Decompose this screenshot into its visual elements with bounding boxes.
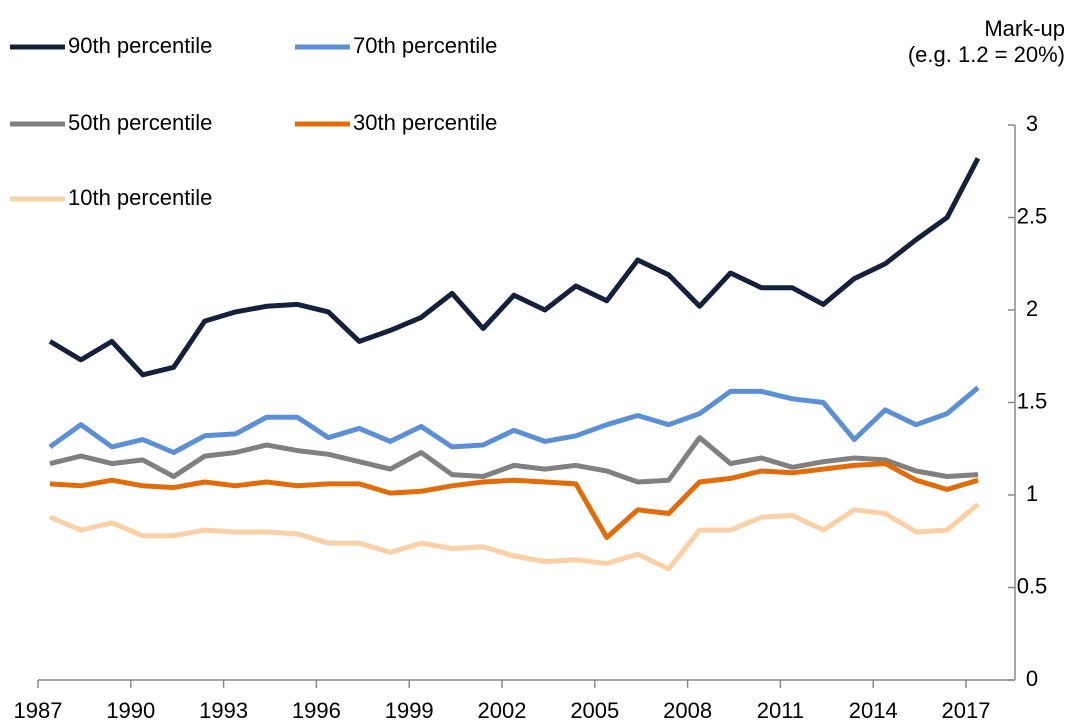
series-line xyxy=(49,435,979,485)
series-line xyxy=(48,157,981,378)
y-tick-label: 0 xyxy=(1026,666,1038,691)
y-tick-label: 2.5 xyxy=(1017,203,1048,228)
legend-label: 70th percentile xyxy=(353,33,497,58)
x-tick-label: 1987 xyxy=(14,698,63,723)
x-tick-label: 2014 xyxy=(849,698,898,723)
y-tick-label: 1 xyxy=(1026,481,1038,506)
y-axis-label: Mark-up xyxy=(984,16,1065,41)
y-tick-label: 2 xyxy=(1026,296,1038,321)
legend-label: 10th percentile xyxy=(68,185,212,210)
y-tick-label: 1.5 xyxy=(1017,388,1048,413)
series-line xyxy=(49,502,980,572)
x-tick-label: 2017 xyxy=(942,698,991,723)
x-tick-label: 1990 xyxy=(106,698,155,723)
y-tick-label: 3 xyxy=(1026,111,1038,136)
y-tick-label: 0.5 xyxy=(1017,573,1048,598)
series-line xyxy=(49,461,979,540)
series-line xyxy=(48,385,980,455)
y-axis-label: (e.g. 1.2 = 20%) xyxy=(908,42,1065,67)
x-tick-label: 2008 xyxy=(663,698,712,723)
legend-label: 90th percentile xyxy=(68,33,212,58)
x-tick-label: 1999 xyxy=(385,698,434,723)
legend-label: 30th percentile xyxy=(353,110,497,135)
x-tick-label: 1996 xyxy=(292,698,341,723)
x-tick-label: 1993 xyxy=(199,698,248,723)
x-tick-label: 2002 xyxy=(478,698,527,723)
legend-label: 50th percentile xyxy=(68,110,212,135)
x-tick-label: 2005 xyxy=(570,698,619,723)
x-tick-label: 2011 xyxy=(757,698,804,723)
